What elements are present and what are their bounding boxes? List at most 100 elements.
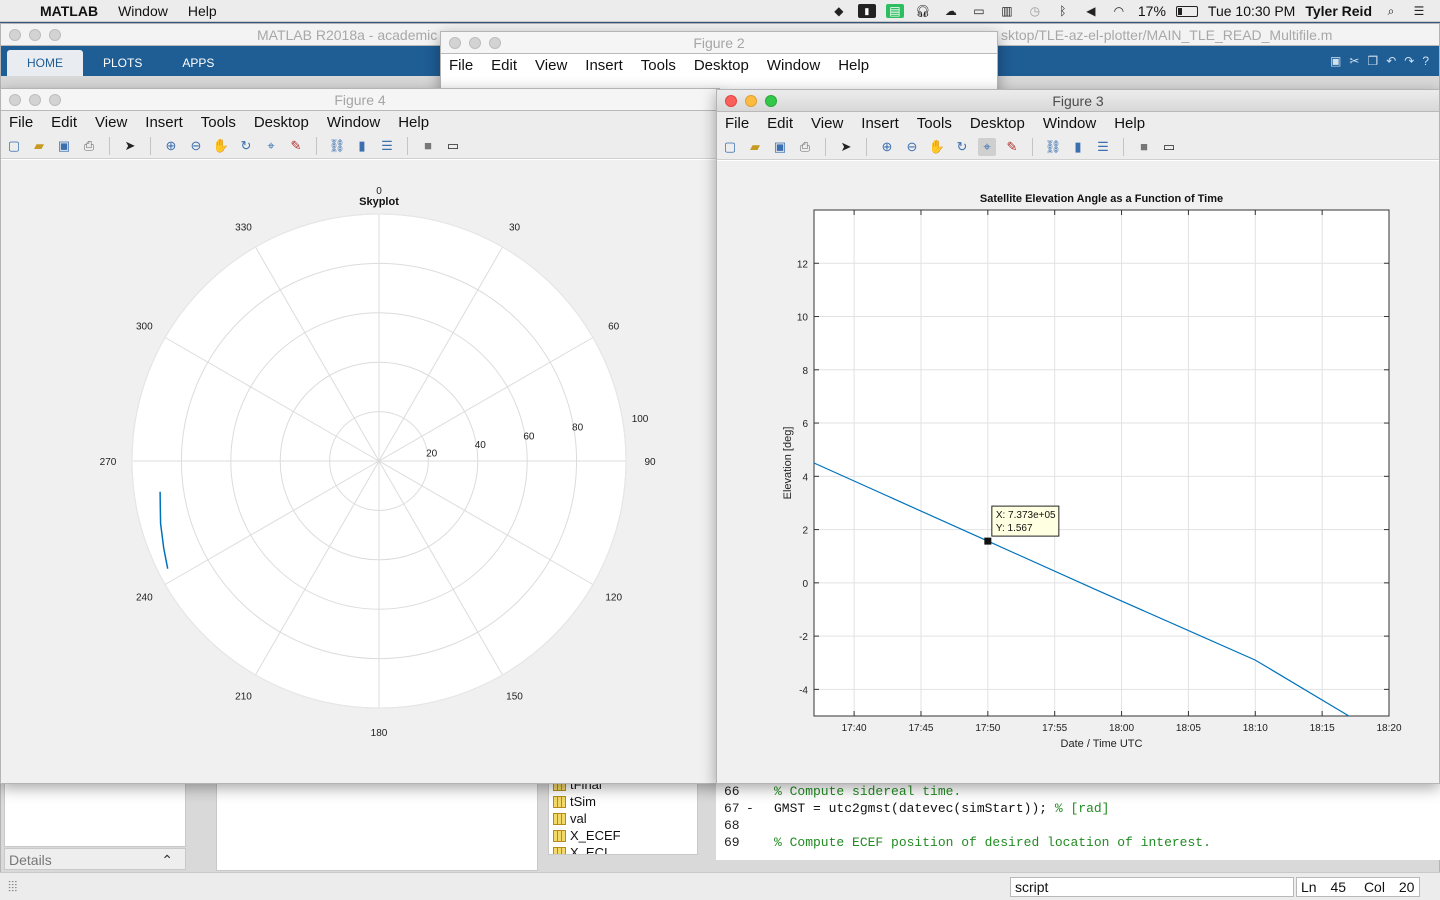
line-marker[interactable]: -: [746, 801, 754, 816]
fig4-menu-help[interactable]: Help: [398, 113, 430, 131]
data-cursor-icon[interactable]: ⌖: [978, 137, 996, 156]
link-plot-icon[interactable]: ⛓: [328, 137, 346, 153]
bluetooth-icon[interactable]: ᛒ: [1059, 4, 1067, 18]
zoom-window-icon[interactable]: [765, 95, 777, 107]
dock-icon[interactable]: ▭: [446, 137, 460, 153]
dock-icon[interactable]: ▭: [1162, 138, 1176, 154]
colorbar-icon[interactable]: ▮: [1074, 138, 1082, 154]
fig3-menu-help[interactable]: Help: [1114, 114, 1146, 132]
code-editor[interactable]: 66 % Compute sidereal time. 67- GMST = utc2…: [716, 783, 1440, 860]
colorbar-icon[interactable]: ▮: [358, 137, 366, 153]
workspace-item[interactable]: val: [549, 810, 697, 827]
dropbox-icon[interactable]: ◆: [834, 4, 844, 18]
fig4-menu-tools[interactable]: Tools: [200, 113, 236, 131]
details-panel[interactable]: Details ⌃: [4, 848, 186, 870]
spotlight-search-icon[interactable]: ⌕: [1387, 4, 1395, 18]
pointer-icon[interactable]: ➤: [840, 138, 852, 154]
chevron-up-icon[interactable]: ⌃: [161, 852, 173, 868]
menu-window[interactable]: Window: [118, 2, 168, 19]
fig2-menu-file[interactable]: File: [449, 56, 474, 74]
copy-icon[interactable]: ❐: [1367, 54, 1379, 68]
cloud-upload-icon[interactable]: ☁: [944, 4, 957, 18]
fig3-menu-tools[interactable]: Tools: [916, 114, 952, 132]
fig2-menu-edit[interactable]: Edit: [491, 56, 518, 74]
new-figure-icon[interactable]: ▢: [7, 137, 21, 153]
rotate-icon[interactable]: ↻: [956, 138, 968, 154]
fig3-menu-insert[interactable]: Insert: [861, 114, 899, 132]
open-file-icon[interactable]: ▰: [750, 138, 760, 154]
code-line[interactable]: 69 % Compute ECEF position of desired loc…: [716, 834, 1440, 851]
fig2-menu-insert[interactable]: Insert: [585, 56, 623, 74]
fig4-menu-file[interactable]: File: [9, 113, 34, 131]
headphones-icon[interactable]: 🎧︎: [915, 4, 931, 18]
menu-help[interactable]: Help: [187, 2, 217, 19]
tab-home[interactable]: HOME: [7, 50, 83, 76]
fig3-menu-edit[interactable]: Edit: [767, 114, 794, 132]
link-plot-icon[interactable]: ⛓: [1044, 138, 1062, 154]
legend-icon[interactable]: ☰: [381, 137, 393, 153]
evernote-icon[interactable]: ▤: [885, 4, 904, 18]
save-icon[interactable]: ▣: [773, 138, 787, 154]
code-line[interactable]: 67- GMST = utc2gmst(datevec(simStart)); %…: [716, 800, 1440, 817]
data-cursor-icon[interactable]: ⌖: [267, 137, 275, 153]
airplay-icon[interactable]: ▭: [973, 4, 985, 18]
zoom-out-icon[interactable]: ⊖: [906, 138, 918, 154]
fig4-menu-window[interactable]: Window: [326, 113, 381, 131]
workspace-item[interactable]: X_ECI: [549, 844, 697, 854]
line-marker[interactable]: [746, 817, 760, 834]
close-icon[interactable]: [725, 95, 737, 107]
pointer-icon[interactable]: ➤: [124, 137, 136, 153]
workspace-item[interactable]: tFinal: [549, 784, 697, 793]
cut-icon[interactable]: ✂: [1349, 54, 1360, 68]
fig4-menu-view[interactable]: View: [95, 113, 128, 131]
workspace-item[interactable]: X_ECEF: [549, 827, 697, 844]
fig2-menu-tools[interactable]: Tools: [640, 56, 676, 74]
wifi-icon[interactable]: ◠: [1113, 4, 1125, 18]
fig4-menu-edit[interactable]: Edit: [51, 113, 78, 131]
brush-icon[interactable]: ✎: [290, 137, 302, 153]
fig2-menu-window[interactable]: Window: [766, 56, 821, 74]
pan-icon[interactable]: ✋: [212, 137, 230, 153]
save-icon[interactable]: ▣: [57, 137, 71, 153]
fig3-menu-file[interactable]: File: [725, 114, 750, 132]
fig2-menu-help[interactable]: Help: [838, 56, 870, 74]
notification-center-icon[interactable]: ☰: [1413, 4, 1425, 18]
workspace-item[interactable]: tSim: [549, 793, 697, 810]
tab-apps[interactable]: APPS: [182, 56, 215, 70]
fig3-menu-view[interactable]: View: [811, 114, 844, 132]
zoom-in-icon[interactable]: ⊕: [881, 138, 893, 154]
zoom-in-icon[interactable]: ⊕: [165, 137, 177, 153]
hide-tools-icon[interactable]: ■: [424, 138, 432, 153]
fig2-menu-desktop[interactable]: Desktop: [693, 56, 749, 74]
help-icon[interactable]: ?: [1422, 54, 1429, 68]
battery-icon[interactable]: [1175, 5, 1198, 17]
rotate-icon[interactable]: ↻: [240, 137, 252, 153]
pan-icon[interactable]: ✋: [928, 138, 946, 154]
new-figure-icon[interactable]: ▢: [723, 138, 737, 154]
tab-plots[interactable]: PLOTS: [103, 56, 143, 70]
undo-icon[interactable]: ↶: [1386, 54, 1397, 68]
print-icon[interactable]: ⎙: [799, 138, 811, 154]
clock[interactable]: Tue 10:30 PM: [1207, 3, 1296, 19]
user-name[interactable]: Tyler Reid: [1305, 3, 1372, 19]
print-icon[interactable]: ⎙: [83, 137, 95, 153]
hide-tools-icon[interactable]: ■: [1140, 139, 1148, 154]
line-marker[interactable]: [746, 834, 760, 851]
open-file-icon[interactable]: ▰: [34, 137, 44, 153]
fig3-menu-desktop[interactable]: Desktop: [969, 114, 1025, 132]
line-marker[interactable]: [746, 783, 760, 800]
volume-icon[interactable]: ◀: [1086, 4, 1096, 18]
legend-icon[interactable]: ☰: [1097, 138, 1109, 154]
brush-icon[interactable]: ✎: [1006, 138, 1018, 154]
fig4-menu-desktop[interactable]: Desktop: [253, 113, 309, 131]
code-line[interactable]: 66 % Compute sidereal time.: [716, 783, 1440, 800]
fig3-menu-window[interactable]: Window: [1042, 114, 1097, 132]
resize-grip-icon[interactable]: ⦙⦙⦙: [8, 878, 18, 894]
terminal-icon[interactable]: ▮: [857, 4, 876, 18]
menu-app-name[interactable]: MATLAB: [40, 2, 99, 19]
zoom-out-icon[interactable]: ⊖: [190, 137, 202, 153]
minimize-icon[interactable]: [745, 95, 757, 107]
code-line[interactable]: 68: [716, 817, 1440, 834]
fig2-menu-view[interactable]: View: [535, 56, 568, 74]
fig4-menu-insert[interactable]: Insert: [145, 113, 183, 131]
